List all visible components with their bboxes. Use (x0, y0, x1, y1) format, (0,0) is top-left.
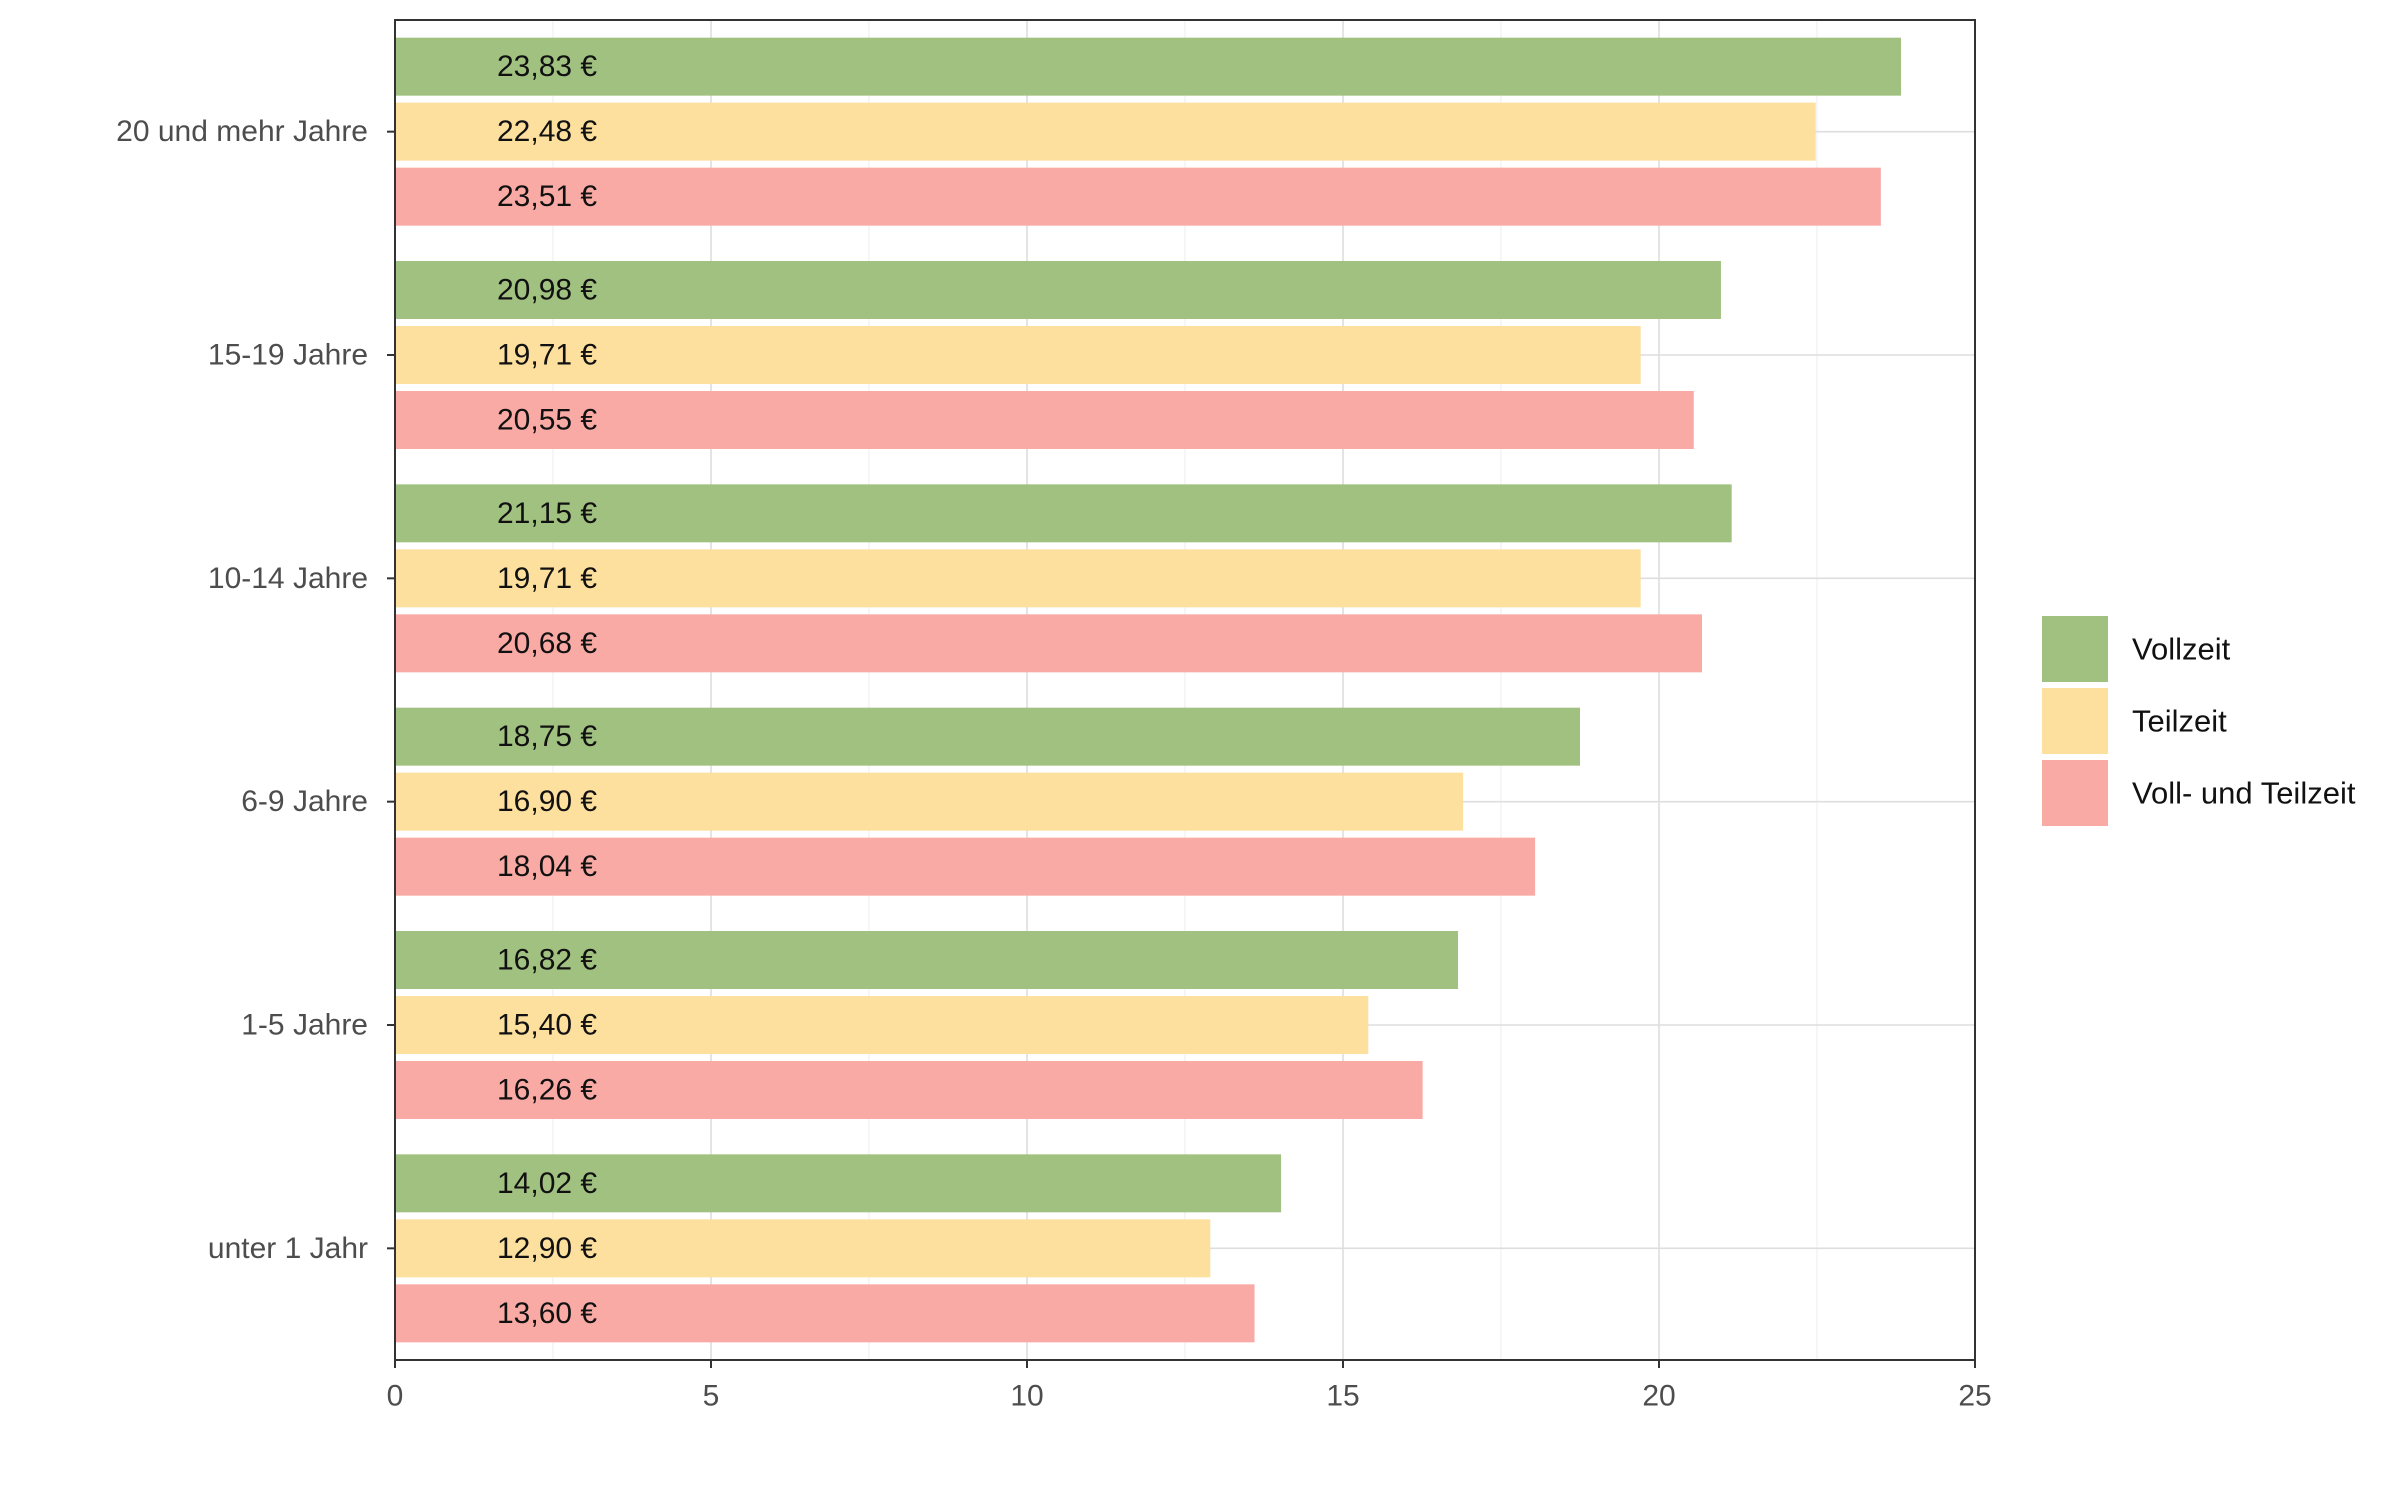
bar-value-label: 21,15 € (497, 497, 597, 530)
y-tick-label: 10-14 Jahre (208, 562, 368, 595)
y-tick-label: 20 und mehr Jahre (116, 115, 368, 148)
bar-value-label: 16,26 € (497, 1074, 597, 1107)
bar (395, 261, 1721, 319)
bar (395, 931, 1459, 989)
plot-border (394, 19, 1976, 1361)
bar (395, 102, 1816, 161)
legend-label: Vollzeit (2132, 632, 2231, 667)
bar-value-label: 19,71 € (497, 339, 597, 372)
legend-key (2042, 760, 2108, 826)
y-tick-label: unter 1 Jahr (208, 1232, 368, 1265)
x-tick-label: 25 (1958, 1380, 1991, 1413)
bar-value-label: 19,71 € (497, 562, 597, 595)
legend-key (2042, 688, 2108, 754)
x-tick-label: 5 (703, 1380, 720, 1413)
legend-key (2042, 616, 2108, 682)
bar (395, 837, 1536, 896)
x-tick-label: 15 (1326, 1380, 1359, 1413)
bar (395, 996, 1369, 1054)
bar-value-label: 12,90 € (497, 1232, 597, 1265)
bar (395, 549, 1641, 608)
y-tick-label: 6-9 Jahre (241, 785, 368, 818)
bar-value-label: 23,51 € (497, 180, 597, 213)
legend-label: Teilzeit (2132, 704, 2227, 739)
y-tick-label: 1-5 Jahre (241, 1009, 368, 1042)
bar-value-label: 13,60 € (497, 1297, 597, 1330)
bar (395, 484, 1732, 543)
bar (395, 1061, 1423, 1119)
bar (395, 391, 1694, 449)
bar-value-label: 16,82 € (497, 944, 597, 977)
bar-value-label: 20,68 € (497, 627, 597, 660)
x-tick-label: 20 (1642, 1380, 1675, 1413)
bar-value-label: 15,40 € (497, 1009, 597, 1042)
bar (395, 167, 1881, 226)
bar-labels: 23,83 € 22,48 € 23,51 € 20,98 € 19,71 € 20,55… (497, 50, 597, 1330)
bar (395, 707, 1580, 766)
bar-value-label: 20,98 € (497, 274, 597, 307)
bar-value-label: 23,83 € (497, 50, 597, 83)
x-tick-label: 0 (387, 1380, 404, 1413)
y-tick-label: 15-19 Jahre (208, 339, 368, 372)
bars (395, 37, 1902, 1343)
axes: 20 und mehr Jahre 15-19 Jahre 10-14 Jahre 6… (116, 115, 1992, 1412)
bar (395, 1219, 1211, 1278)
bar (395, 614, 1702, 673)
bar-value-label: 18,75 € (497, 720, 597, 753)
bar-value-label: 18,04 € (497, 850, 597, 883)
bar (395, 326, 1641, 384)
bar (395, 772, 1464, 831)
bar (395, 37, 1902, 96)
legend-label: Voll- und Teilzeit (2132, 776, 2356, 811)
bar-value-label: 20,55 € (497, 404, 597, 437)
bar-value-label: 16,90 € (497, 785, 597, 818)
bar-value-label: 14,02 € (497, 1167, 597, 1200)
x-tick-label: 10 (1010, 1380, 1043, 1413)
bar (395, 1154, 1282, 1213)
legend: Vollzeit Teilzeit Voll- und Teilzeit (2042, 616, 2356, 826)
bar-value-label: 22,48 € (497, 115, 597, 148)
bar (395, 1284, 1255, 1343)
